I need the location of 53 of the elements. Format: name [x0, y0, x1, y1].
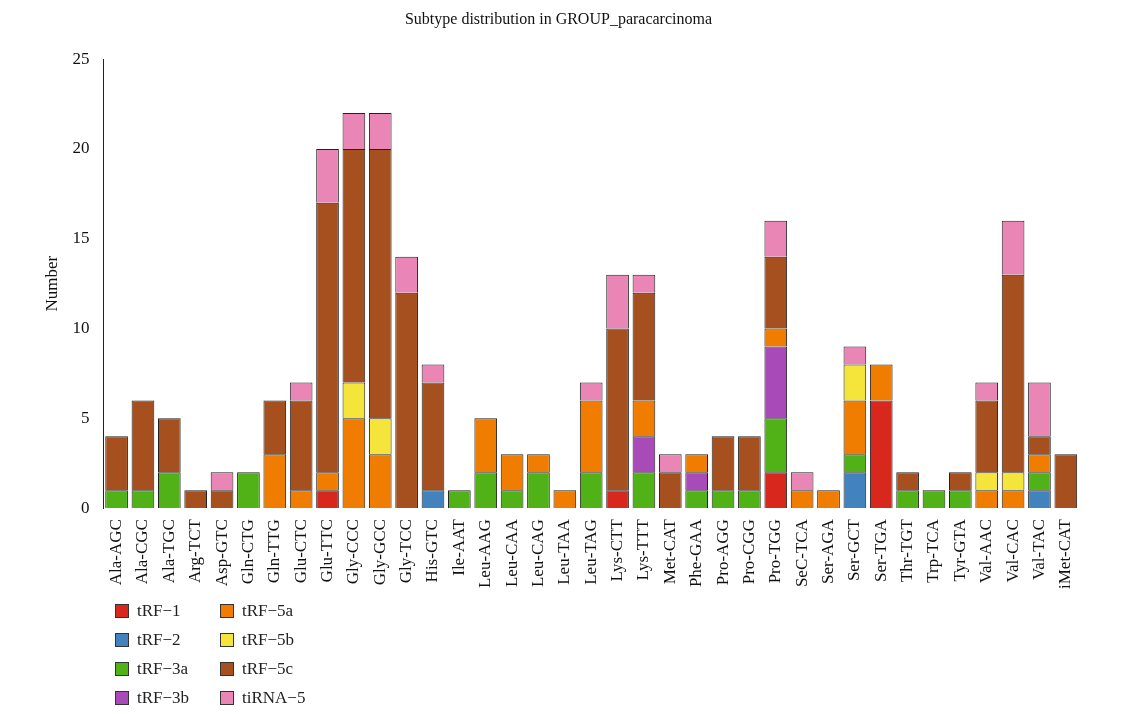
chart-title: Subtype distribution in GROUP_paracarcinoma [404, 9, 713, 28]
x-tick-label: Gln-TTG [264, 519, 284, 584]
x-tick-label: Lys-TTT [633, 518, 653, 581]
y-axis-title: Number [41, 255, 61, 312]
x-tick-label: Ala-AGC [106, 519, 126, 586]
x-tick-label: Val-TAC [1028, 519, 1048, 581]
x-tick-label: Phe-GAA [686, 518, 706, 588]
legend-label: tiRNA−5 [242, 687, 306, 708]
x-tick-label: Val-AAC [976, 519, 996, 584]
y-tick-label: 0 [80, 497, 90, 517]
x-tick-label: Met-CAT [659, 518, 679, 585]
x-tick-label: Thr-TGT [897, 518, 917, 583]
x-tick-label: SeC-TCA [791, 518, 811, 588]
x-tick-label: Leu-CAG [527, 519, 547, 588]
x-tick-label: Trp-TCA [923, 518, 943, 583]
legend-label: tRF−3b [137, 687, 190, 708]
x-tick-label: Tyr-GTA [949, 518, 969, 582]
x-tick-label: His-GTC [422, 519, 442, 583]
x-tick-label: Lys-CTT [607, 518, 627, 582]
x-tick-label: Arg-TCT [185, 518, 205, 584]
x-tick-label: Leu-CAA [501, 518, 521, 588]
x-tick-label: Leu-TAG [580, 519, 600, 585]
x-tick-label: Ser-AGA [817, 518, 837, 584]
x-tick-label: Gly-TCC [396, 519, 416, 584]
x-tick-label: Gln-CTG [237, 519, 257, 585]
x-tick-label: Glu-CTC [290, 519, 310, 584]
y-tick-label: 15 [72, 228, 90, 248]
x-tick-label: Leu-TAA [554, 518, 574, 585]
legend-label: tRF−5a [242, 600, 294, 621]
x-tick-label: Leu-AAG [475, 519, 495, 589]
y-tick-label: 10 [72, 318, 90, 338]
x-tick-label: Ser-GCT [844, 518, 864, 582]
y-tick-label: 25 [72, 48, 90, 68]
legend-label: tRF−5c [242, 658, 294, 679]
x-tick-label: Gly-CCC [343, 519, 363, 585]
x-tick-label: Ala-TGC [158, 519, 178, 584]
y-tick-label: 5 [80, 407, 90, 427]
x-tick-label: Asp-GTC [211, 519, 231, 587]
x-tick-label: Pro-TGG [765, 519, 785, 584]
x-tick-label: Pro-AGG [712, 519, 732, 586]
x-tick-label: Ala-CGC [132, 519, 152, 585]
legend-label: tRF−1 [137, 600, 181, 621]
legend-label: tRF−5b [242, 629, 295, 650]
x-tick-label: Glu-TTC [316, 519, 336, 583]
legend-label: tRF−2 [137, 629, 181, 650]
x-tick-label: Gly-GCC [369, 519, 389, 586]
legend-label: tRF−3a [137, 658, 189, 679]
y-tick-label: 20 [72, 138, 90, 158]
x-tick-label: Val-CAC [1002, 519, 1022, 583]
x-tick-label: Ile-AAT [448, 518, 468, 576]
x-tick-label: Ser-TGA [870, 518, 890, 583]
x-tick-label: iMet-CAT [1055, 518, 1075, 590]
x-tick-label: Pro-CGG [738, 519, 758, 585]
